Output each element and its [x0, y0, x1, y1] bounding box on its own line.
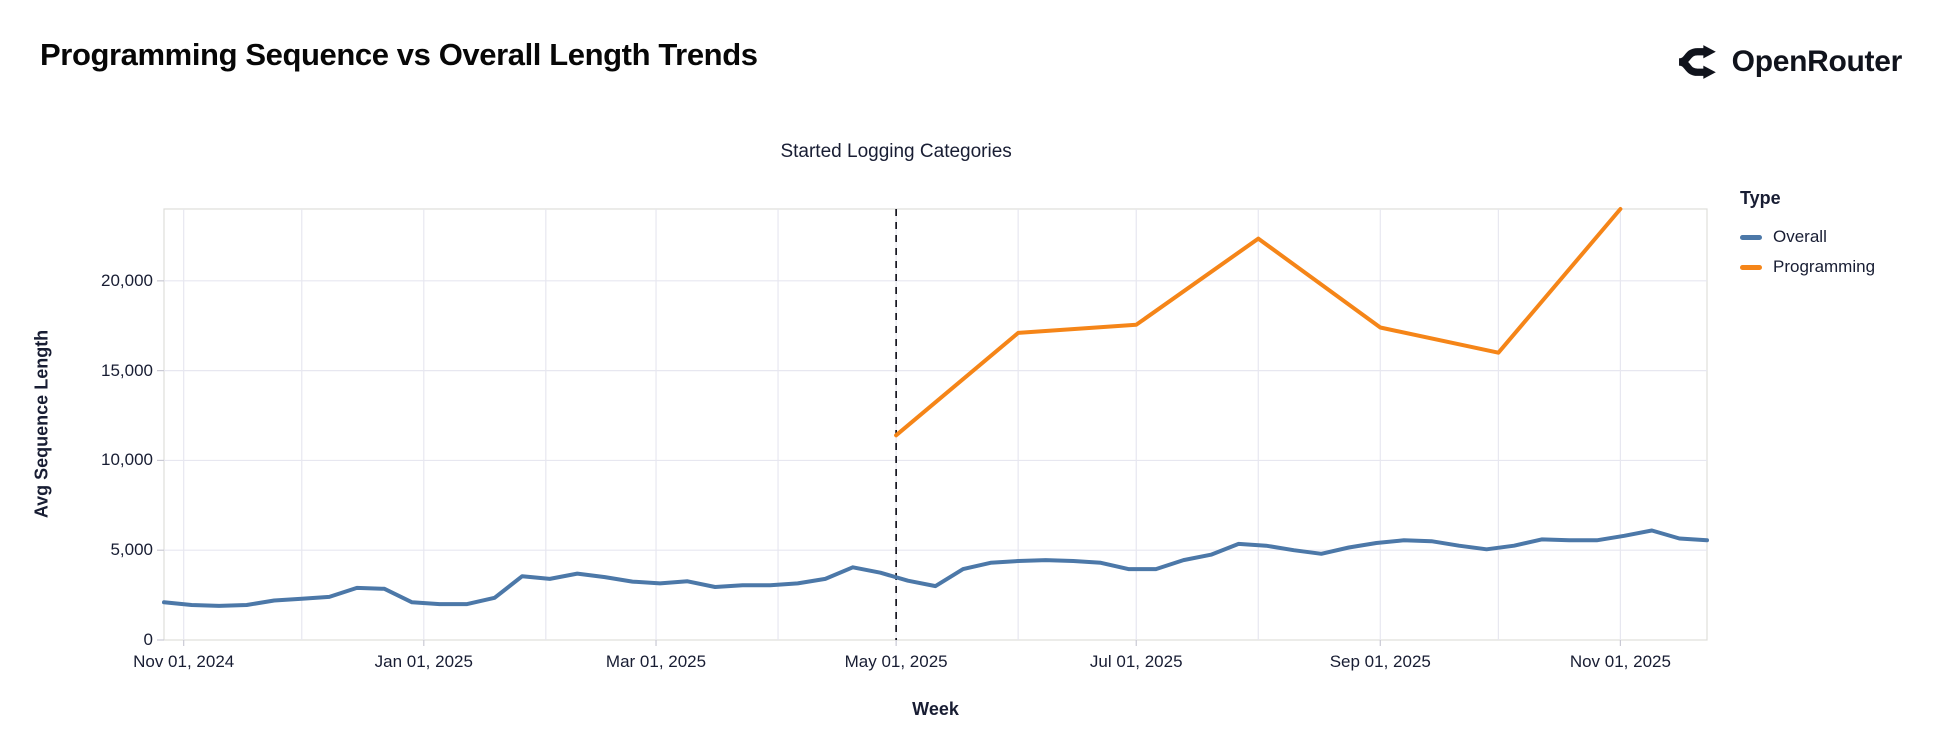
- y-axis-title: Avg Sequence Length: [31, 329, 52, 519]
- legend-title: Type: [1740, 188, 1781, 208]
- openrouter-logo-text: OpenRouter: [1731, 45, 1903, 78]
- legend-item-overall: Overall: [1740, 227, 1875, 247]
- legend: Type Overall Programming: [1740, 188, 1875, 287]
- plot-border: [163, 208, 1708, 641]
- openrouter-logo-icon: [1673, 40, 1719, 84]
- legend-label: Overall: [1773, 227, 1827, 246]
- openrouter-logo[interactable]: OpenRouter: [1673, 40, 1902, 84]
- legend-swatch-overall: [1740, 234, 1762, 240]
- overall-line: [162, 528, 1709, 608]
- legend-swatch-programming: [1740, 264, 1762, 270]
- programming-line: [894, 207, 1623, 438]
- legend-label: Programming: [1773, 257, 1876, 276]
- annotation-text: Started Logging Categories: [780, 141, 1012, 162]
- legend-items: Overall Programming: [1740, 227, 1875, 277]
- x-axis-title: Week: [912, 699, 959, 719]
- legend-item-programming: Programming: [1740, 257, 1875, 277]
- page-title: Programming Sequence vs Overall Length T…: [40, 37, 758, 72]
